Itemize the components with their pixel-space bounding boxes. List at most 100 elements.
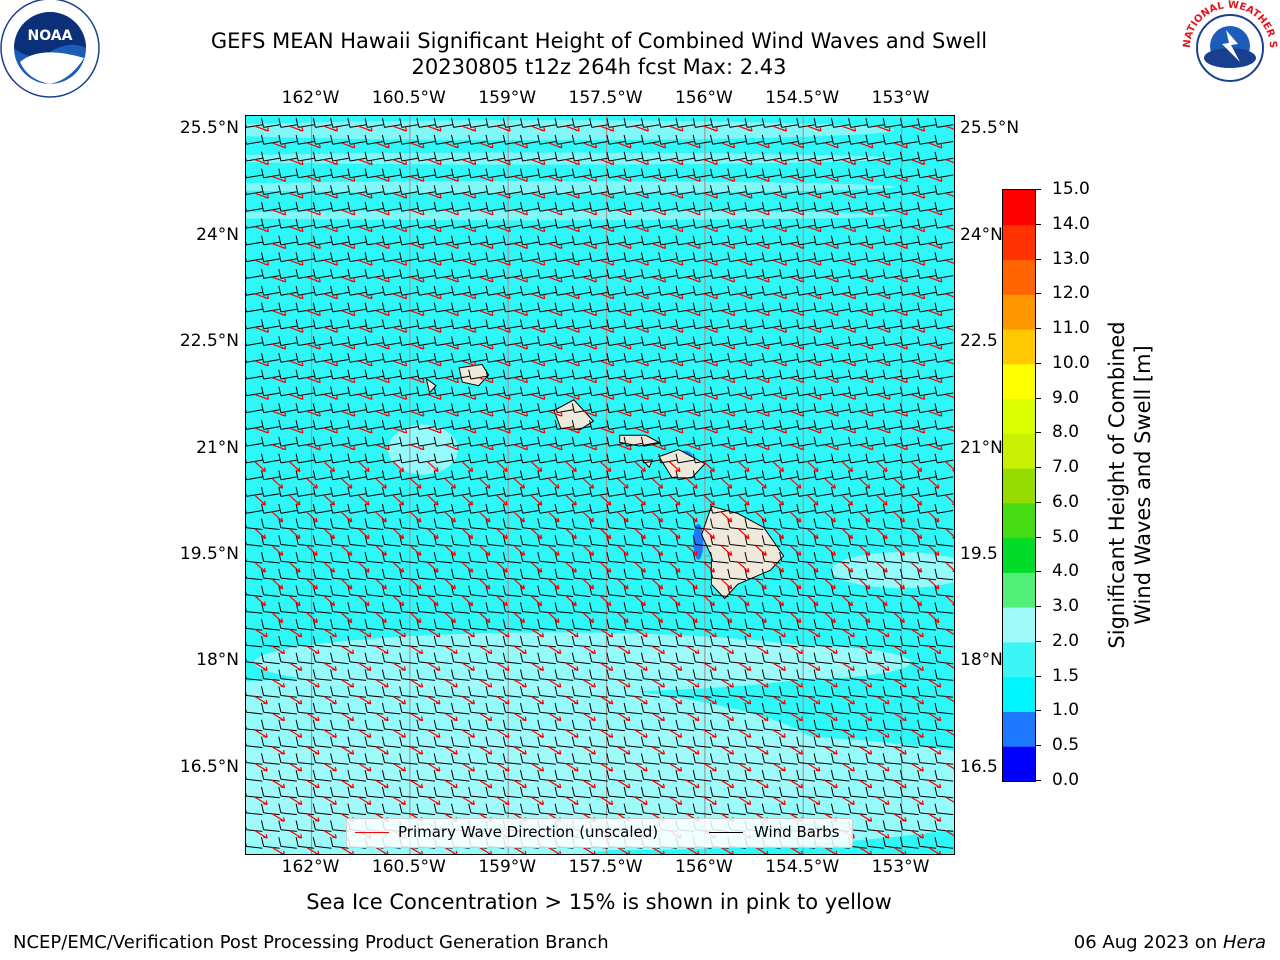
wave-direction-arrow — [375, 477, 387, 489]
colorbar-tick-label: 7.0 — [1052, 457, 1080, 478]
wind-barb — [813, 235, 833, 246]
wave-direction-arrow — [685, 846, 700, 854]
wind-barb — [865, 369, 885, 380]
wave-direction-arrow — [720, 712, 735, 722]
wave-direction-arrow — [427, 259, 442, 266]
wind-barb — [658, 753, 677, 765]
wind-barb — [917, 336, 936, 346]
wind-barb — [278, 269, 297, 279]
wind-barb — [692, 702, 712, 715]
wind-barb — [899, 118, 919, 128]
wave-direction-arrow — [668, 796, 683, 806]
wind-barb — [364, 386, 384, 397]
wind-barb — [468, 252, 487, 263]
lat-tick-label: 22.5°N — [179, 331, 239, 352]
wave-direction-arrow — [841, 226, 857, 233]
wave-direction-arrow — [306, 242, 321, 249]
wind-barb — [606, 719, 626, 732]
wind-barb — [640, 736, 660, 748]
wind-barb — [813, 619, 833, 631]
wind-barb — [727, 769, 746, 782]
wind-barb — [813, 151, 833, 162]
wind-barb — [917, 420, 936, 430]
wind-barb — [246, 174, 263, 179]
wind-barb — [830, 168, 850, 179]
wind-barb — [934, 235, 954, 246]
wind-barb — [589, 635, 608, 648]
wave-direction-arrow — [461, 561, 474, 573]
wind-barb — [347, 352, 367, 363]
wave-direction-arrow — [668, 393, 684, 400]
wind-barb — [623, 803, 643, 816]
wave-direction-arrow — [910, 393, 926, 400]
wind-barb — [848, 285, 867, 296]
wind-barb — [692, 436, 712, 447]
wave-direction-arrow — [703, 393, 718, 400]
wind-barb — [917, 719, 936, 732]
wind-barb — [537, 436, 557, 447]
wind-barb — [744, 352, 764, 363]
wind-barb — [295, 635, 315, 648]
wind-barb — [468, 736, 487, 748]
colorbar — [1002, 189, 1036, 782]
wind-barb — [675, 585, 695, 598]
wind-barb — [347, 803, 367, 816]
wave-direction-arrow — [893, 377, 908, 384]
wave-direction-arrow — [427, 360, 442, 367]
wave-direction-arrow — [323, 326, 339, 333]
wave-direction-arrow — [323, 461, 336, 472]
wind-barb — [830, 319, 850, 330]
wind-barb — [623, 568, 643, 581]
wave-direction-arrow — [254, 326, 270, 333]
wind-barb — [502, 803, 522, 816]
wind-barb — [675, 652, 695, 665]
wave-direction-arrow — [547, 679, 562, 688]
wave-direction-arrow — [444, 209, 459, 216]
wind-barb — [882, 336, 902, 346]
wave-direction-arrow — [599, 561, 612, 573]
wind-barb — [246, 140, 263, 145]
colorbar-swatch — [1003, 224, 1035, 261]
map-panel — [245, 115, 955, 855]
wave-direction-arrow — [271, 612, 284, 623]
wind-barb — [295, 719, 315, 732]
colorbar-tick-label: 10.0 — [1052, 352, 1090, 373]
wave-direction-arrow — [426, 528, 439, 540]
wind-barb — [744, 702, 764, 715]
wind-barb — [882, 487, 902, 497]
wave-direction-arrow — [910, 461, 923, 472]
wind-barb — [381, 134, 401, 145]
wave-direction-arrow — [668, 427, 684, 434]
wind-barb — [675, 386, 695, 397]
wind-barb — [623, 719, 643, 732]
wave-direction-arrow — [617, 410, 632, 417]
wind-barb — [658, 702, 677, 715]
wind-barb — [761, 285, 781, 296]
wave-direction-arrow — [944, 494, 954, 506]
wave-direction-arrow — [392, 494, 405, 506]
wind-barb — [416, 769, 436, 782]
wind-barb — [330, 285, 349, 296]
wind-barb — [451, 453, 470, 464]
wind-barb — [779, 652, 798, 665]
wind-barb — [761, 436, 781, 447]
wind-barb — [899, 487, 919, 497]
wind-barb — [796, 535, 816, 547]
wind-barb — [571, 269, 591, 279]
island-kauai — [458, 363, 490, 387]
wind-barb — [502, 635, 522, 648]
wave-direction-arrow — [772, 662, 786, 671]
wind-barb — [692, 134, 712, 145]
wind-barb — [433, 319, 453, 330]
wind-barb — [710, 686, 729, 698]
wind-barb — [246, 792, 263, 799]
wave-direction-arrow — [392, 192, 408, 199]
wind-barb — [744, 168, 764, 179]
wind-barb — [917, 386, 936, 397]
wind-barb — [502, 786, 522, 799]
wind-barb — [295, 686, 315, 698]
wind-barb — [261, 134, 280, 145]
wind-barb — [640, 369, 660, 380]
wind-barb — [571, 151, 591, 162]
wind-barb — [675, 769, 695, 782]
